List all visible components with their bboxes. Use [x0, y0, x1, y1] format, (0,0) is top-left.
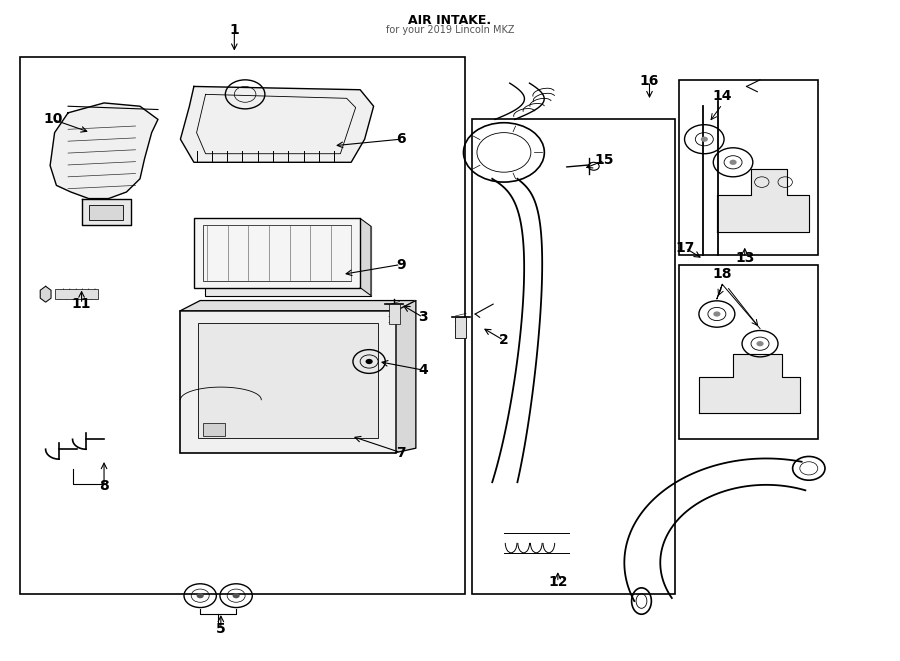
- Text: 4: 4: [418, 363, 427, 377]
- Text: 9: 9: [396, 258, 405, 272]
- Bar: [680, 264, 818, 440]
- Polygon shape: [360, 218, 371, 295]
- Text: 17: 17: [676, 241, 695, 255]
- Text: 1: 1: [230, 23, 239, 38]
- Text: 3: 3: [418, 310, 427, 325]
- Bar: [21, 57, 465, 594]
- Polygon shape: [699, 354, 800, 413]
- Bar: [455, 317, 466, 338]
- Text: 18: 18: [713, 267, 732, 281]
- Bar: [55, 289, 98, 299]
- Text: for your 2019 Lincoln MKZ: for your 2019 Lincoln MKZ: [386, 25, 514, 35]
- Circle shape: [365, 359, 373, 364]
- Circle shape: [714, 311, 721, 317]
- Text: 7: 7: [396, 446, 405, 459]
- Polygon shape: [40, 286, 51, 302]
- Text: 5: 5: [216, 621, 226, 636]
- Circle shape: [232, 593, 239, 598]
- Bar: [89, 205, 123, 219]
- Polygon shape: [396, 301, 416, 453]
- Polygon shape: [82, 198, 131, 225]
- Circle shape: [756, 341, 763, 346]
- Text: 8: 8: [99, 479, 109, 492]
- Bar: [204, 226, 371, 295]
- Text: 10: 10: [43, 112, 62, 126]
- Text: 16: 16: [640, 74, 659, 88]
- Polygon shape: [717, 169, 809, 231]
- Bar: [194, 218, 360, 288]
- Bar: [180, 311, 396, 453]
- Text: 11: 11: [72, 297, 91, 311]
- Bar: [680, 80, 818, 254]
- Text: 14: 14: [713, 89, 732, 103]
- Bar: [389, 304, 400, 324]
- Bar: [202, 225, 351, 281]
- Bar: [202, 423, 225, 436]
- Text: AIR INTAKE.: AIR INTAKE.: [409, 14, 491, 27]
- Circle shape: [196, 593, 203, 598]
- Polygon shape: [180, 87, 374, 163]
- Bar: [472, 120, 675, 594]
- Text: 2: 2: [499, 333, 508, 348]
- Bar: [198, 323, 378, 438]
- Polygon shape: [180, 301, 416, 311]
- Text: 13: 13: [735, 251, 754, 265]
- Text: 15: 15: [595, 153, 615, 167]
- Text: 12: 12: [548, 576, 568, 590]
- Text: 6: 6: [396, 132, 405, 146]
- Polygon shape: [50, 103, 158, 198]
- Circle shape: [730, 160, 737, 165]
- Circle shape: [701, 137, 708, 142]
